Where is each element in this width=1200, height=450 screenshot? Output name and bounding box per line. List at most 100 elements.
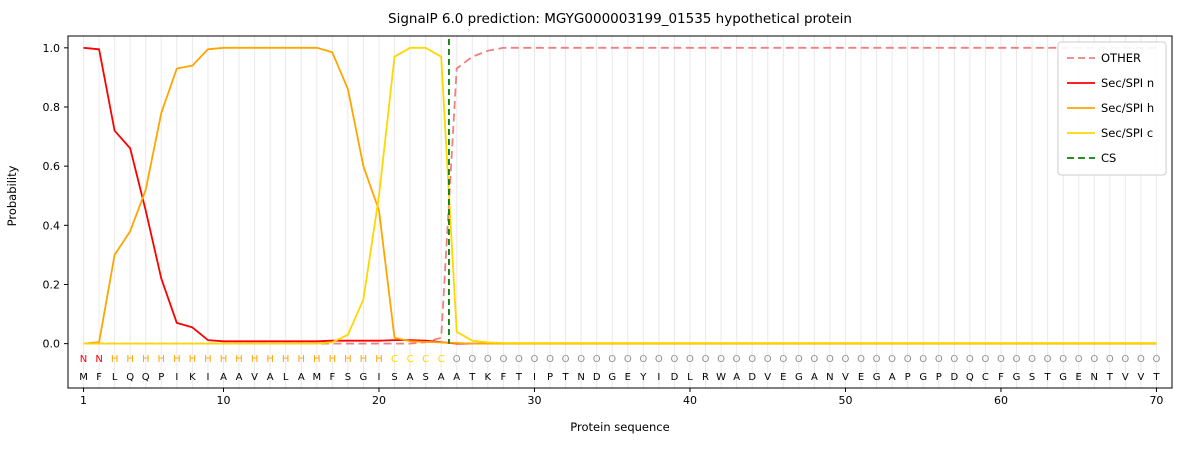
y-tick-label: 0.8 (43, 101, 61, 114)
sequence-letter: A (220, 372, 227, 383)
region-label: H (329, 354, 337, 365)
sequence-letter: P (936, 372, 942, 383)
sequence-letter: Q (126, 372, 134, 383)
sequence-letter: F (96, 372, 102, 383)
sequence-letter: V (842, 372, 849, 383)
region-label: O (764, 354, 772, 365)
sequence-letter: R (702, 372, 709, 383)
region-label: O (733, 354, 741, 365)
sequence-letter: E (780, 372, 786, 383)
sequence-letter: A (889, 372, 896, 383)
x-tick-label: 50 (838, 394, 852, 407)
y-axis-label: Probability (5, 165, 19, 226)
region-label: H (251, 354, 259, 365)
sequence-letter: I (533, 372, 536, 383)
sequence-letter: G (873, 372, 881, 383)
sequence-letter: F (329, 372, 335, 383)
region-label: O (717, 354, 725, 365)
sequence-letter: I (175, 372, 178, 383)
sequence-letter: G (360, 372, 368, 383)
region-label: O (546, 354, 554, 365)
sequence-letter: N (826, 372, 833, 383)
region-label: N (95, 354, 102, 365)
region-label: O (686, 354, 694, 365)
sequence-letter: T (468, 372, 476, 383)
region-label: O (1090, 354, 1098, 365)
region-label: O (670, 354, 678, 365)
sequence-letter: I (657, 372, 660, 383)
region-label: O (499, 354, 507, 365)
region-label: O (857, 354, 865, 365)
region-label: O (484, 354, 492, 365)
sequence-letter: T (1106, 372, 1114, 383)
sequence-letter: A (267, 372, 274, 383)
x-tick-label: 60 (994, 394, 1008, 407)
region-label: N (80, 354, 87, 365)
region-label: H (266, 354, 274, 365)
region-label: O (702, 354, 710, 365)
y-tick-label: 0.2 (43, 278, 61, 291)
legend-label-sec-spi-n: Sec/SPI n (1101, 76, 1154, 90)
axis-ticks: 0.0 0.2 0.4 0.6 0.8 1.0 1 10 20 30 40 50 60 70 (43, 42, 1164, 407)
region-label: H (220, 354, 228, 365)
gridlines (83, 36, 1157, 388)
region-label: C (407, 354, 414, 365)
region-label: O (795, 354, 803, 365)
sequence-letter: L (687, 372, 693, 383)
sequence-letter: A (236, 372, 243, 383)
region-label: O (468, 354, 476, 365)
series-line-other (83, 46, 1157, 345)
region-label: O (981, 354, 989, 365)
region-label: O (577, 354, 585, 365)
sequence-letter: N (577, 372, 584, 383)
sequence-letter: G (1013, 372, 1021, 383)
region-label: O (1137, 354, 1145, 365)
y-tick-label: 0.0 (43, 338, 61, 351)
sequence-letter: D (950, 372, 958, 383)
sequence-letter: Q (966, 372, 974, 383)
sequence-letter: F (998, 372, 1004, 383)
region-label: O (888, 354, 896, 365)
sequence-letter: K (485, 372, 492, 383)
region-label: O (966, 354, 974, 365)
region-label: O (935, 354, 943, 365)
region-label: H (189, 354, 197, 365)
plot-border (67, 35, 1173, 389)
sequence-letter: T (515, 372, 523, 383)
sequence-letter: M (312, 372, 321, 383)
region-label: O (1153, 354, 1161, 365)
region-label: O (1106, 354, 1114, 365)
sequence-letter: A (407, 372, 414, 383)
region-label: O (453, 354, 461, 365)
region-label: O (904, 354, 912, 365)
sequence-letter: V (764, 372, 771, 383)
region-label: O (655, 354, 663, 365)
region-label: O (810, 354, 818, 365)
region-label: H (297, 354, 305, 365)
region-label: H (204, 354, 212, 365)
region-label: O (842, 354, 850, 365)
sequence-letter: S (422, 372, 428, 383)
region-label: H (173, 354, 181, 365)
region-label: O (826, 354, 834, 365)
plot-frame (67, 35, 1173, 389)
region-label: O (1059, 354, 1067, 365)
sequence-letter: P (547, 372, 553, 383)
region-label: O (515, 354, 523, 365)
x-tick-label: 70 (1149, 394, 1163, 407)
sequence-letter: G (1059, 372, 1067, 383)
region-label: H (313, 354, 321, 365)
region-label: H (344, 354, 352, 365)
legend: OTHER Sec/SPI n Sec/SPI h Sec/SPI c CS (1057, 41, 1167, 176)
region-label: O (639, 354, 647, 365)
x-tick-label: 40 (683, 394, 697, 407)
region-label: O (873, 354, 881, 365)
sequence-letter: A (811, 372, 818, 383)
sequence-letter: I (206, 372, 209, 383)
sequence-letter: P (905, 372, 911, 383)
y-tick-label: 0.4 (43, 219, 61, 232)
sequence-letter: T (1152, 372, 1160, 383)
sequence-letter: V (251, 372, 258, 383)
